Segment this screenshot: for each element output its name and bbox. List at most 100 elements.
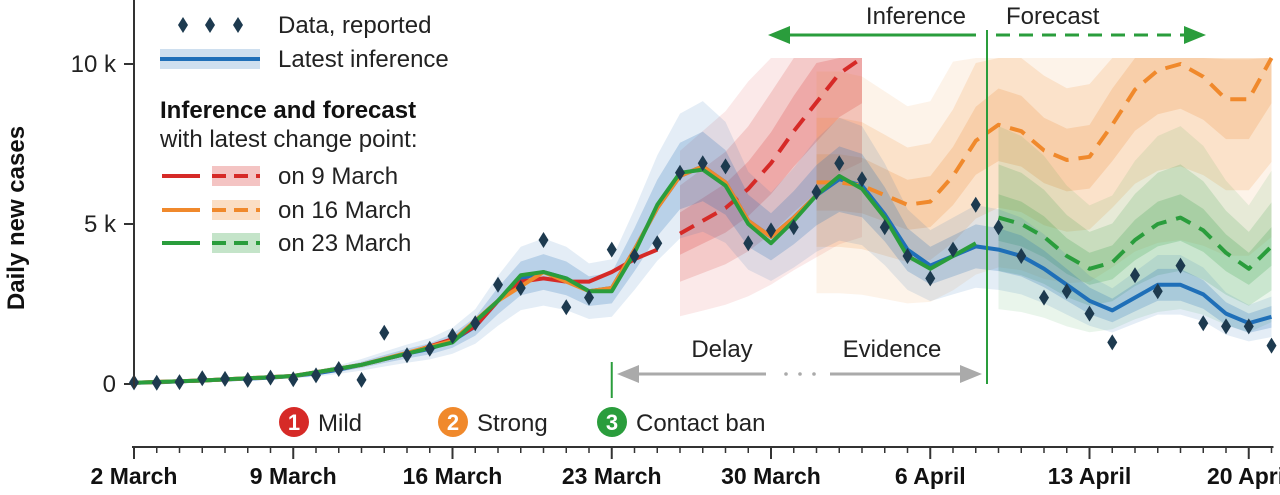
data-point: [333, 360, 344, 377]
data-point: [948, 241, 958, 258]
legend-subheading: with latest change point:: [159, 126, 418, 153]
forecast-band-outer-9-march: [680, 58, 862, 317]
forecast-line-9-march: [679, 56, 864, 236]
data-point: [356, 371, 367, 388]
axes: 0 5 k 10 k 2 March 9 March 16 March 23 March 30…: [71, 0, 1280, 489]
y-tick-label: 10 k: [71, 51, 117, 78]
data-point: [675, 164, 685, 181]
change-point-number-1: 1: [288, 410, 300, 435]
change-point-badge-1: [279, 407, 309, 437]
data-point: [379, 324, 390, 341]
x-tick-label: 13 April: [1048, 463, 1132, 489]
change-point-number-2: 2: [447, 410, 459, 435]
x-tick-label: 20 April: [1207, 463, 1280, 489]
data-point: [470, 315, 481, 332]
forecast-band-outer-23-march: [998, 126, 1272, 333]
forecast-band-mid-9-march: [680, 58, 862, 282]
legend-latest-label: Latest inference: [278, 46, 449, 73]
legend-data-marker: [178, 17, 188, 33]
forecast-line-23-march: [997, 215, 1273, 271]
x-tick-label: 6 April: [895, 463, 966, 489]
data-point: [1175, 257, 1186, 274]
annotations: [610, 26, 1206, 398]
data-point: [743, 235, 754, 252]
delay-arrowhead: [617, 365, 639, 383]
data-point: [720, 158, 731, 175]
forecast-band-inner-16-march: [816, 58, 1272, 230]
data-point: [242, 371, 253, 388]
legend-data-marker: [233, 17, 243, 33]
x-tick-label: 16 March: [403, 463, 503, 489]
legend: [160, 17, 260, 253]
legend-entry-16-march: on 16 March: [278, 197, 411, 224]
x-tick-label: 2 March: [91, 463, 178, 489]
data-point: [493, 276, 503, 293]
forecast-label: Forecast: [1006, 3, 1100, 30]
data-point: [1061, 283, 1072, 300]
forecast-arrowhead: [1184, 26, 1206, 44]
data-points: [129, 155, 1277, 391]
forecast-band-mid-16-march: [816, 58, 1272, 263]
data-point: [1016, 248, 1027, 264]
data-point: [629, 248, 640, 264]
change-point-badge-3: [597, 407, 627, 437]
data-point: [151, 374, 162, 391]
legend-entry-23-march: on 23 March: [278, 230, 411, 257]
data-point: [174, 374, 185, 391]
data-point: [402, 347, 412, 364]
data-point: [584, 289, 594, 306]
x-tick-label: 30 March: [721, 463, 821, 489]
data-point: [697, 155, 708, 172]
x-tick-label: 23 March: [562, 463, 662, 489]
inference-label: Inference: [866, 3, 966, 30]
data-point: [1198, 315, 1209, 332]
data-point: [925, 270, 936, 287]
latest-inference-band-inner: [134, 131, 1272, 383]
change-point-strong: 2 Strong: [438, 407, 548, 437]
data-point: [879, 219, 890, 236]
data-point: [766, 222, 776, 239]
data-point: [447, 328, 458, 344]
legend-data-marker: [205, 17, 215, 33]
change-point-contact-ban: 3 Contact ban: [597, 407, 765, 437]
data-point: [1221, 318, 1231, 335]
data-point: [1243, 318, 1254, 335]
evidence-label: Evidence: [843, 336, 942, 363]
evidence-arrowhead: [960, 365, 982, 383]
data-point: [811, 184, 822, 200]
change-point-label-2: Strong: [477, 410, 548, 437]
ellipsis-dot: [784, 372, 788, 376]
data-point: [1084, 305, 1095, 322]
data-point: [857, 171, 867, 188]
data-point: [970, 196, 981, 213]
change-point-label-3: Contact ban: [636, 410, 765, 437]
y-tick-label: 5 k: [84, 211, 117, 238]
legend-entry-9-march: on 9 March: [278, 163, 398, 190]
data-point: [220, 370, 230, 387]
data-point: [265, 369, 276, 386]
data-point: [606, 241, 617, 258]
inference-arrowhead: [768, 26, 790, 44]
data-point: [1152, 283, 1163, 300]
data-point: [1266, 337, 1277, 354]
data-point: [515, 280, 526, 296]
y-tick-marks: [124, 63, 134, 385]
data-point: [1130, 267, 1140, 284]
change-point-label-1: Mild: [318, 410, 362, 437]
forecast-line-16-march: [816, 57, 1274, 207]
legend-data-label: Data, reported: [278, 12, 431, 39]
change-point-number-3: 3: [606, 410, 618, 435]
ellipsis-dot: [798, 372, 802, 376]
data-point: [788, 219, 799, 236]
y-axis-label: Daily new cases: [3, 126, 30, 310]
legend-heading: Inference and forecast: [160, 97, 416, 124]
data-point: [561, 299, 572, 316]
data-point: [652, 235, 663, 252]
data-point: [197, 370, 208, 387]
data-point: [424, 340, 435, 357]
data-point: [1039, 289, 1049, 306]
forecast-band-outer-16-march: [816, 58, 1272, 304]
data-point: [288, 371, 299, 388]
forecast-band-mid-23-march: [998, 164, 1272, 306]
